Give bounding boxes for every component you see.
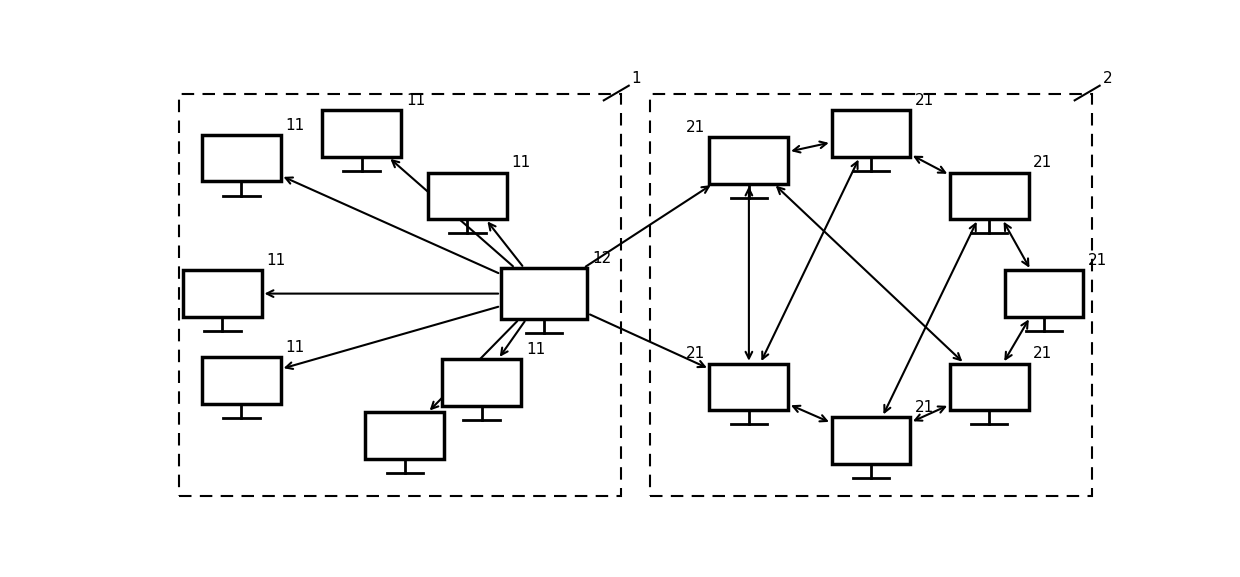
Bar xyxy=(709,364,789,410)
Bar xyxy=(179,93,621,496)
Bar xyxy=(832,110,910,157)
Text: 11: 11 xyxy=(512,155,531,170)
Bar xyxy=(202,135,281,181)
Text: 12: 12 xyxy=(593,251,611,266)
Text: 21: 21 xyxy=(915,93,935,108)
Bar xyxy=(1004,270,1084,317)
Bar xyxy=(950,173,1028,219)
Text: 11: 11 xyxy=(267,253,285,268)
Text: 21: 21 xyxy=(686,346,704,361)
Bar xyxy=(443,359,521,406)
Bar xyxy=(202,357,281,403)
Bar xyxy=(182,270,262,317)
Text: 11: 11 xyxy=(449,395,469,410)
Bar xyxy=(366,413,444,459)
Bar xyxy=(428,173,507,219)
Bar xyxy=(650,93,1092,496)
Text: 11: 11 xyxy=(526,342,546,357)
Bar xyxy=(950,364,1028,410)
Bar xyxy=(501,268,588,319)
Text: 2: 2 xyxy=(1102,70,1112,85)
Text: 21: 21 xyxy=(1089,253,1107,268)
Text: 21: 21 xyxy=(686,120,704,135)
Text: 11: 11 xyxy=(285,340,305,355)
Text: 21: 21 xyxy=(1033,346,1053,361)
Text: 1: 1 xyxy=(631,70,641,85)
Text: 21: 21 xyxy=(1033,155,1053,170)
Text: 21: 21 xyxy=(915,400,935,415)
Text: 11: 11 xyxy=(285,118,305,133)
Text: 11: 11 xyxy=(405,93,425,108)
Bar xyxy=(832,417,910,463)
Bar xyxy=(322,110,401,157)
Bar xyxy=(709,137,789,183)
